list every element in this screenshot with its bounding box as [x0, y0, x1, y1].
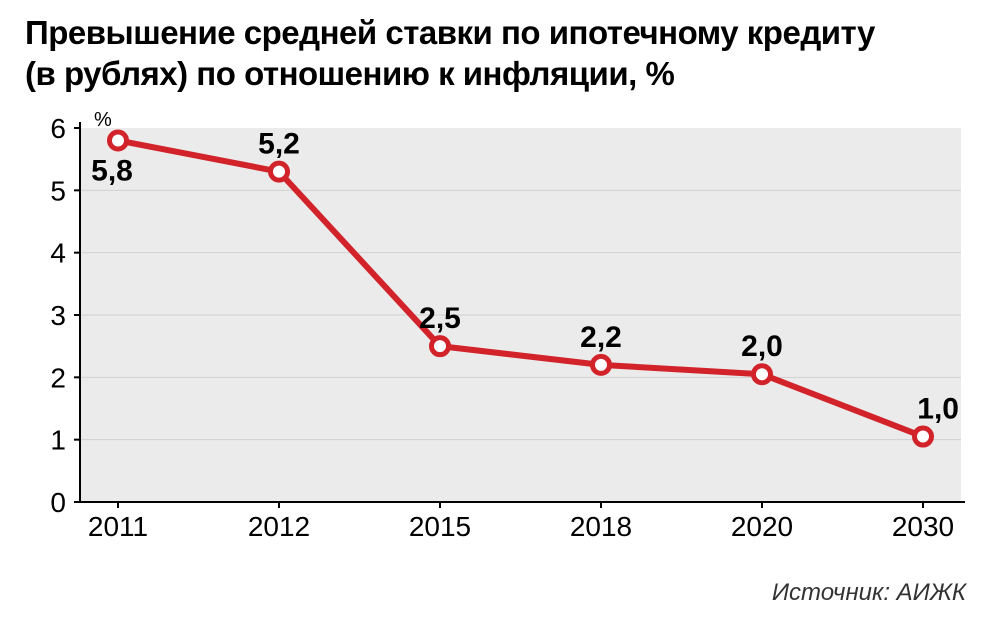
svg-text:2,0: 2,0	[741, 330, 783, 363]
source-prefix: Источник:	[772, 579, 897, 606]
line-chart: 0 1 2 3 4 5 6% 2011 2012 2015 2018 2020 2030 5,8 5,2 2,…	[25, 110, 969, 550]
svg-text:6: 6	[50, 113, 66, 144]
svg-text:2,5: 2,5	[419, 302, 461, 335]
svg-text:2,2: 2,2	[580, 321, 622, 354]
chart-title: Превышение средней ставки по ипотечному …	[25, 12, 875, 95]
chart-source: Источник: АИЖК	[772, 579, 966, 607]
svg-text:2: 2	[50, 362, 66, 393]
chart-title-line1: Превышение средней ставки по ипотечному …	[25, 14, 875, 51]
svg-text:%: %	[94, 110, 112, 131]
source-name: АИЖК	[897, 579, 966, 606]
svg-text:5: 5	[50, 175, 66, 206]
chart-title-line2: (в рублях) по отношению к инфляции, %	[25, 55, 674, 92]
svg-text:2011: 2011	[88, 511, 148, 542]
svg-text:2012: 2012	[248, 511, 310, 542]
svg-text:1,0: 1,0	[917, 393, 959, 426]
svg-text:5,8: 5,8	[91, 154, 133, 187]
svg-text:4: 4	[50, 238, 66, 269]
svg-text:2020: 2020	[731, 511, 793, 542]
svg-text:2030: 2030	[892, 511, 954, 542]
svg-text:3: 3	[50, 300, 66, 331]
svg-text:1: 1	[50, 425, 66, 456]
svg-text:2018: 2018	[570, 511, 632, 542]
svg-text:0: 0	[50, 487, 66, 518]
svg-text:2015: 2015	[409, 511, 471, 542]
svg-text:5,2: 5,2	[258, 128, 300, 161]
